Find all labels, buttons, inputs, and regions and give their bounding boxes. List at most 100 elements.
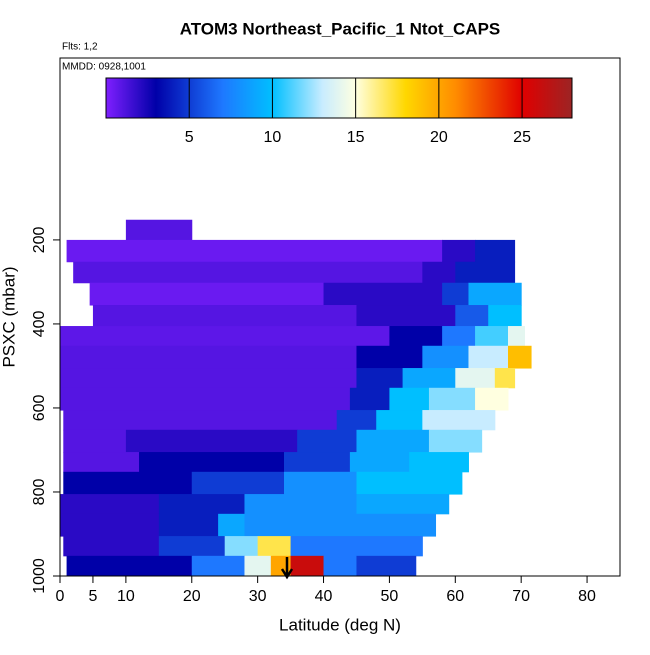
chart-title: ATOM3 Northeast_Pacific_1 Ntot_CAPS: [180, 19, 501, 38]
heat-cell: [297, 429, 357, 453]
heat-cell: [89, 282, 325, 306]
x-tick-label: 5: [88, 588, 97, 605]
heat-cell: [336, 410, 377, 431]
heat-cell: [191, 471, 285, 495]
heat-cell: [323, 282, 443, 306]
heat-cell: [356, 494, 450, 515]
heat-cell: [422, 410, 496, 431]
heat-cell: [389, 387, 430, 411]
heat-cell: [442, 239, 476, 263]
heat-cell: [442, 326, 476, 347]
heat-cell: [158, 536, 226, 557]
heat-cell: [389, 326, 443, 347]
overlay: 5 10 15 20 25 0 5 10 20 30 40 50 60 70 80 200 400 600 800 1…: [31, 57, 621, 605]
colorbar-tick-label: 10: [264, 129, 282, 146]
x-tick-label: 80: [578, 588, 596, 605]
heat-cell: [290, 555, 325, 577]
x-tick-label: 40: [315, 588, 333, 605]
heat-cell: [60, 368, 357, 389]
heat-cell: [257, 536, 292, 557]
heat-cell: [455, 368, 496, 389]
heat-cell: [356, 555, 417, 577]
heat-cell: [60, 326, 390, 347]
heat-cell: [428, 387, 476, 411]
heat-cell: [63, 471, 193, 495]
heat-cell: [442, 282, 469, 306]
heat-cell: [63, 429, 127, 453]
heat-cell: [60, 387, 351, 411]
heat-cell: [125, 429, 298, 453]
y-axis-label: PSXC (mbar): [0, 266, 18, 367]
heat-cell: [475, 387, 509, 411]
heat-cell: [60, 494, 160, 515]
heat-cell: [356, 305, 456, 327]
plot-frame: [59, 57, 621, 577]
heat-cell: [422, 261, 456, 284]
heat-cell: [224, 536, 259, 557]
heat-cell: [323, 555, 357, 577]
heat-cell: [508, 326, 525, 347]
arrow: [280, 557, 294, 580]
heat-cell: [376, 410, 423, 431]
x-tick-label: 70: [512, 588, 530, 605]
heat-cell: [66, 555, 193, 577]
y-tick-label: 800: [31, 479, 48, 506]
heat-cell: [244, 555, 272, 577]
colorbar: [105, 77, 573, 119]
heat-cell: [356, 429, 430, 453]
heat-cell: [356, 471, 463, 495]
heat-cell: [284, 452, 351, 473]
colorbar-tick-label: 25: [513, 129, 531, 146]
heat-cell: [92, 305, 357, 327]
heat-cell: [158, 513, 219, 537]
heat-cell: [218, 513, 245, 537]
heat-cell: [63, 536, 160, 557]
heat-cell: [409, 452, 469, 473]
x-tick-label: 30: [249, 588, 267, 605]
y-tick-label: 1000: [31, 558, 48, 594]
x-tick-label: 20: [183, 588, 201, 605]
heat-cell: [455, 305, 489, 327]
x-tick-label: 10: [117, 588, 135, 605]
heat-cell: [455, 261, 516, 284]
colorbar-tick-label: 20: [430, 129, 448, 146]
x-tick-label: 50: [381, 588, 399, 605]
heat-cell: [428, 429, 483, 453]
x-axis-label: Latitude (deg N): [279, 615, 401, 634]
annotation: MMDD: 0928,1001: [62, 62, 146, 73]
heat-cell: [488, 305, 522, 327]
heat-cell: [290, 536, 423, 557]
heat-cell: [60, 345, 357, 369]
heat-cell: [191, 555, 245, 577]
heat-cell: [402, 368, 456, 389]
y-tick-label: 600: [31, 395, 48, 422]
heat-cell: [66, 239, 443, 263]
heat-cell: [349, 452, 410, 473]
y-tick-label: 400: [31, 310, 48, 337]
heat-cell: [284, 471, 357, 495]
heat-cell: [494, 368, 516, 389]
heat-cell: [244, 513, 437, 537]
heat-cell: [475, 239, 516, 263]
colorbar-tick-label: 5: [185, 129, 194, 146]
heat-cell: [356, 345, 423, 369]
heat-cell: [349, 387, 390, 411]
heat-cell: [125, 219, 193, 241]
x-tick-label: 60: [446, 588, 464, 605]
y-tick-label: 200: [31, 226, 48, 253]
annotation: Flts: 1,2: [62, 42, 98, 53]
heat-cell: [468, 282, 522, 306]
heat-cell: [468, 345, 509, 369]
heat-cell: [356, 368, 404, 389]
heat-cell: [60, 513, 160, 537]
heat-cell: [475, 326, 509, 347]
heat-cell: [422, 345, 469, 369]
heat-cell: [63, 452, 140, 473]
heatmap: [60, 219, 532, 577]
heat-cell: [508, 345, 532, 369]
heat-cell: [73, 261, 423, 284]
heat-cell: [158, 494, 245, 515]
x-tick-label: 0: [56, 588, 65, 605]
heat-cell: [244, 494, 357, 515]
